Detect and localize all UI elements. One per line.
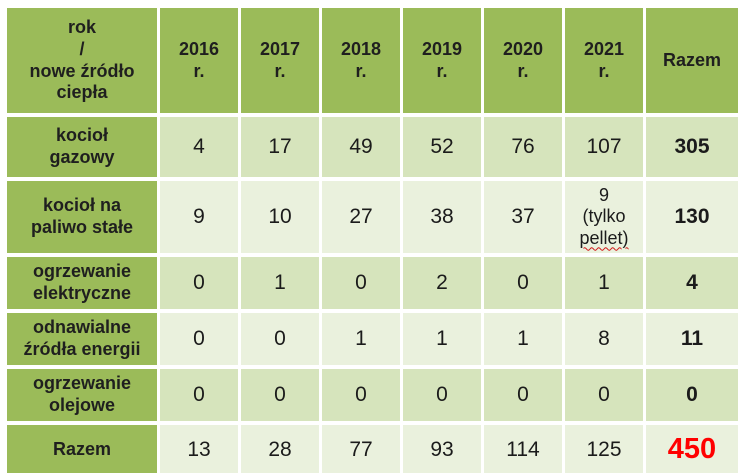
- value-cell: 8: [565, 313, 643, 365]
- year-header-cell-2016: 2016 r.: [160, 8, 238, 113]
- value-cell: 1: [403, 313, 481, 365]
- value-cell: 1: [241, 257, 319, 309]
- value-cell: 1: [484, 313, 562, 365]
- value-cell: 76: [484, 117, 562, 177]
- row-total-cell: 0: [646, 369, 738, 421]
- value-cell: 1: [565, 257, 643, 309]
- value-cell: 37: [484, 181, 562, 253]
- value-cell: 13: [160, 425, 238, 473]
- misspelled-word: pellet): [579, 227, 629, 248]
- value-cell: 27: [322, 181, 400, 253]
- row-label-cell: ogrzewanie olejowe: [7, 369, 157, 421]
- value-cell: 0: [160, 313, 238, 365]
- total-header-cell: Razem: [646, 8, 738, 113]
- value-cell: 0: [484, 369, 562, 421]
- year-header-cell-2021: 2021 r.: [565, 8, 643, 113]
- value-cell: 0: [484, 257, 562, 309]
- value-cell: 17: [241, 117, 319, 177]
- value-cell: 93: [403, 425, 481, 473]
- pellet-note-cell: 9 (tylko pellet): [565, 181, 643, 253]
- value-cell: 9: [160, 181, 238, 253]
- row-total-cell: 130: [646, 181, 738, 253]
- pellet-count: 9: [598, 185, 609, 206]
- pellet-note-open: (tylko: [582, 206, 626, 227]
- value-cell: 52: [403, 117, 481, 177]
- value-cell: 0: [322, 257, 400, 309]
- year-header-cell-2017: 2017 r.: [241, 8, 319, 113]
- value-cell: 77: [322, 425, 400, 473]
- row-label-cell: ogrzewanie elektryczne: [7, 257, 157, 309]
- corner-header-cell: rok / nowe źródło ciepła: [7, 8, 157, 113]
- value-cell: 0: [241, 369, 319, 421]
- value-cell: 49: [322, 117, 400, 177]
- row-total-cell: 4: [646, 257, 738, 309]
- totals-row-label-cell: Razem: [7, 425, 157, 473]
- value-cell: 28: [241, 425, 319, 473]
- row-label-cell: odnawialne źródła energii: [7, 313, 157, 365]
- row-label-cell: kocioł gazowy: [7, 117, 157, 177]
- value-cell: 114: [484, 425, 562, 473]
- value-cell: 0: [160, 257, 238, 309]
- value-cell: 38: [403, 181, 481, 253]
- year-header-cell-2020: 2020 r.: [484, 8, 562, 113]
- value-cell: 2: [403, 257, 481, 309]
- value-cell: 4: [160, 117, 238, 177]
- row-label-cell: kocioł na paliwo stałe: [7, 181, 157, 253]
- year-header-cell-2019: 2019 r.: [403, 8, 481, 113]
- grand-total-cell: 450: [646, 425, 738, 473]
- value-cell: 125: [565, 425, 643, 473]
- row-total-cell: 305: [646, 117, 738, 177]
- year-header-cell-2018: 2018 r.: [322, 8, 400, 113]
- value-cell: 0: [403, 369, 481, 421]
- value-cell: 0: [322, 369, 400, 421]
- value-cell: 1: [322, 313, 400, 365]
- value-cell: 0: [241, 313, 319, 365]
- value-cell: 107: [565, 117, 643, 177]
- row-total-cell: 11: [646, 313, 738, 365]
- pellet-note-text: 9 (tylko pellet): [579, 185, 628, 249]
- value-cell: 0: [160, 369, 238, 421]
- value-cell: 0: [565, 369, 643, 421]
- value-cell: 10: [241, 181, 319, 253]
